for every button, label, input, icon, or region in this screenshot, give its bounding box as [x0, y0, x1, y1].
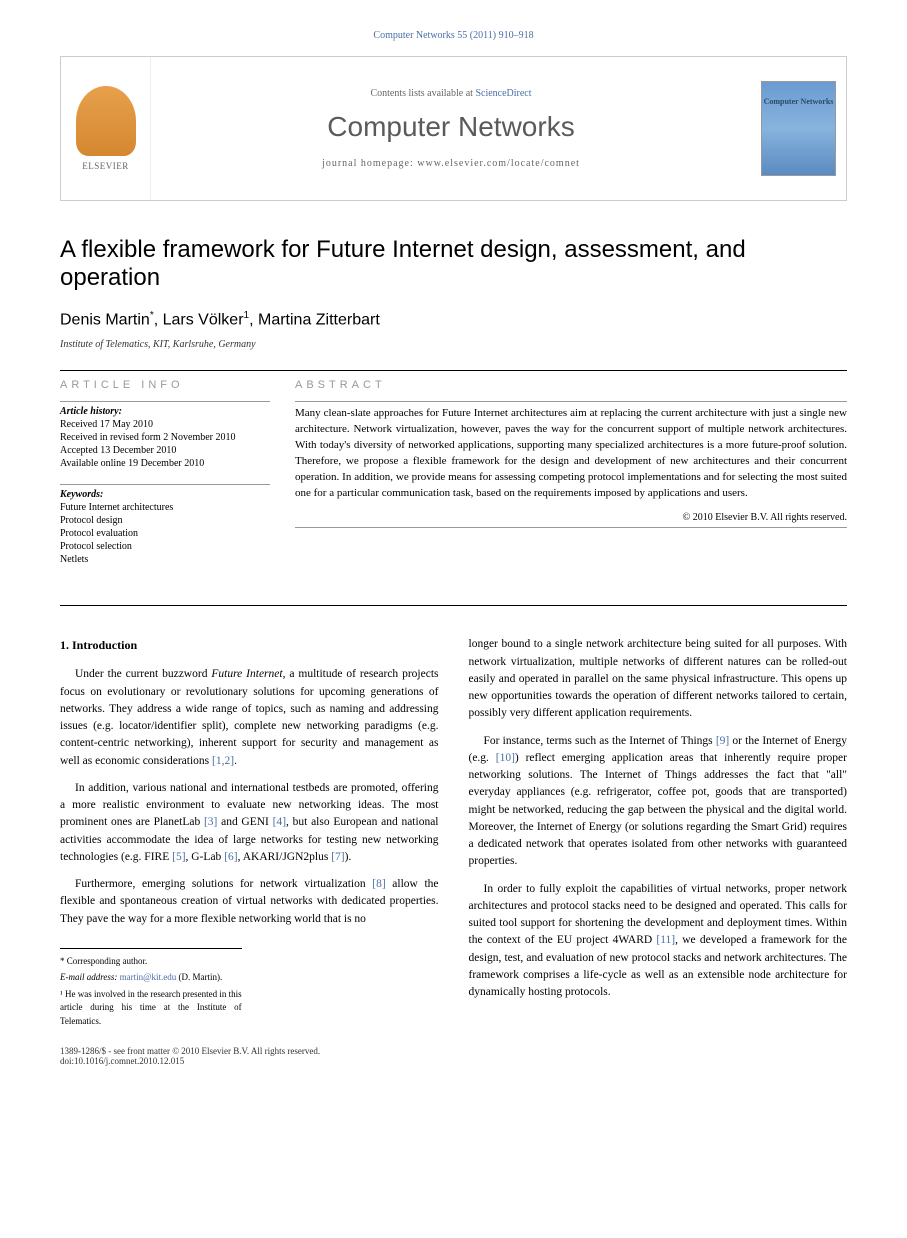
para-4: longer bound to a single network archite… — [469, 636, 848, 722]
ref-1-2[interactable]: [1,2] — [212, 755, 234, 767]
journal-cover-thumb: Computer Networks — [751, 57, 846, 200]
ref-8[interactable]: [8] — [372, 878, 385, 890]
footnote-email: E-mail address: martin@kit.edu (D. Marti… — [60, 971, 242, 985]
history-block: Article history: Received 17 May 2010 Re… — [60, 406, 270, 469]
abstract-divider-bottom — [295, 527, 847, 528]
cover-image: Computer Networks — [761, 81, 836, 176]
footnote-corresponding: * Corresponding author. — [60, 955, 242, 969]
body-columns: 1. Introduction Under the current buzzwo… — [60, 636, 847, 1031]
ref-11[interactable]: [11] — [656, 934, 675, 946]
author-3: Martina Zitterbart — [258, 311, 380, 328]
header-citation: Computer Networks 55 (2011) 910–918 — [60, 30, 847, 41]
keyword-1: Protocol design — [60, 515, 270, 526]
para-1: Under the current buzzword Future Intern… — [60, 666, 439, 770]
journal-title: Computer Networks — [327, 111, 574, 143]
abstract-divider — [295, 401, 847, 402]
email-suffix: (D. Martin). — [176, 972, 222, 982]
author-1-sup: * — [150, 310, 154, 321]
ref-10[interactable]: [10] — [496, 752, 515, 764]
body-column-left: 1. Introduction Under the current buzzwo… — [60, 636, 439, 1031]
footnotes: * Corresponding author. E-mail address: … — [60, 948, 242, 1029]
body-column-right: longer bound to a single network archite… — [469, 636, 848, 1031]
keywords-block: Keywords: Future Internet architectures … — [60, 489, 270, 565]
para-6: In order to fully exploit the capabiliti… — [469, 881, 848, 1002]
publisher-logo: ELSEVIER — [61, 57, 151, 200]
bottom-bar: 1389-1286/$ - see front matter © 2010 El… — [60, 1046, 847, 1066]
publisher-name: ELSEVIER — [82, 161, 129, 171]
divider-top — [60, 370, 847, 371]
issn-line: 1389-1286/$ - see front matter © 2010 El… — [60, 1046, 847, 1056]
para-2: In addition, various national and intern… — [60, 780, 439, 866]
article-info-column: ARTICLE INFO Article history: Received 1… — [60, 379, 270, 580]
keyword-2: Protocol evaluation — [60, 528, 270, 539]
history-line-3: Available online 19 December 2010 — [60, 458, 270, 469]
authors-line: Denis Martin*, Lars Völker1, Martina Zit… — [60, 310, 847, 329]
info-divider-2 — [60, 484, 270, 485]
ref-5[interactable]: [5] — [172, 851, 185, 863]
affiliation: Institute of Telematics, KIT, Karlsruhe,… — [60, 339, 847, 350]
keyword-0: Future Internet architectures — [60, 502, 270, 513]
info-abstract-row: ARTICLE INFO Article history: Received 1… — [60, 379, 847, 580]
para-3: Furthermore, emerging solutions for netw… — [60, 876, 439, 928]
ref-4[interactable]: [4] — [273, 816, 286, 828]
ref-9[interactable]: [9] — [716, 735, 729, 747]
journal-homepage: journal homepage: www.elsevier.com/locat… — [322, 158, 580, 169]
abstract-column: ABSTRACT Many clean-slate approaches for… — [295, 379, 847, 580]
article-info-heading: ARTICLE INFO — [60, 379, 270, 391]
journal-header: ELSEVIER Contents lists available at Sci… — [60, 56, 847, 201]
history-label: Article history: — [60, 406, 270, 417]
keyword-4: Netlets — [60, 554, 270, 565]
ref-6[interactable]: [6] — [224, 851, 237, 863]
author-1: Denis Martin — [60, 311, 150, 328]
divider-mid — [60, 605, 847, 606]
sciencedirect-link[interactable]: ScienceDirect — [475, 88, 531, 99]
abstract-copyright: © 2010 Elsevier B.V. All rights reserved… — [295, 512, 847, 523]
history-line-0: Received 17 May 2010 — [60, 419, 270, 430]
author-2-sup: 1 — [244, 310, 250, 321]
history-line-1: Received in revised form 2 November 2010 — [60, 432, 270, 443]
ref-3[interactable]: [3] — [204, 816, 217, 828]
email-link[interactable]: martin@kit.edu — [120, 972, 177, 982]
elsevier-tree-icon — [76, 86, 136, 156]
history-line-2: Accepted 13 December 2010 — [60, 445, 270, 456]
para-5: For instance, terms such as the Internet… — [469, 733, 848, 871]
info-divider-1 — [60, 401, 270, 402]
abstract-text: Many clean-slate approaches for Future I… — [295, 406, 847, 502]
keyword-3: Protocol selection — [60, 541, 270, 552]
contents-available-line: Contents lists available at ScienceDirec… — [370, 88, 531, 99]
keywords-label: Keywords: — [60, 489, 270, 500]
journal-header-center: Contents lists available at ScienceDirec… — [151, 57, 751, 200]
contents-prefix: Contents lists available at — [370, 88, 475, 99]
email-label: E-mail address: — [60, 972, 120, 982]
article-title: A flexible framework for Future Internet… — [60, 236, 847, 292]
doi-line: doi:10.1016/j.comnet.2010.12.015 — [60, 1056, 847, 1066]
section-1-heading: 1. Introduction — [60, 636, 439, 654]
footnote-1: ¹ He was involved in the research presen… — [60, 988, 242, 1029]
abstract-heading: ABSTRACT — [295, 379, 847, 391]
ref-7[interactable]: [7] — [331, 851, 344, 863]
author-2: Lars Völker — [163, 311, 244, 328]
